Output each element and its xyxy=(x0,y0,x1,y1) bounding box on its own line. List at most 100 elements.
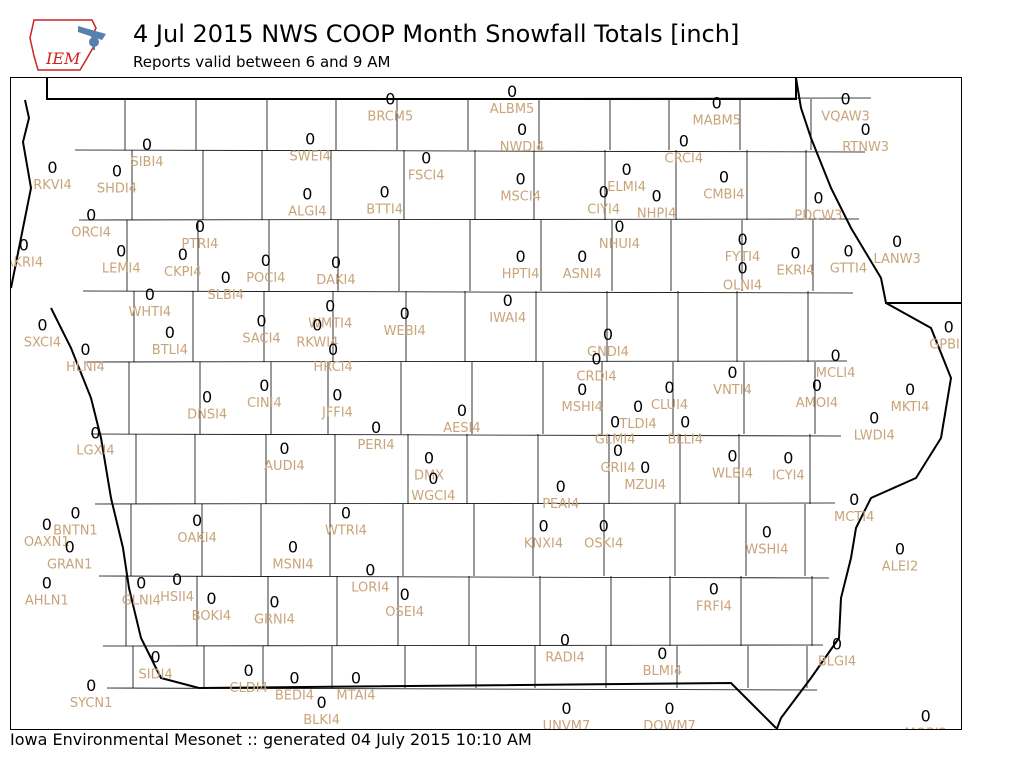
station-id: GPBI2 xyxy=(929,337,962,352)
svg-text:IEM: IEM xyxy=(45,49,81,68)
station-id: HSII4 xyxy=(160,590,194,605)
station-id: CIYI4 xyxy=(587,203,620,218)
station-value: 0 xyxy=(289,669,299,688)
station-id: LEMI4 xyxy=(102,261,141,276)
station-id: SACI4 xyxy=(242,332,280,347)
county-row-line xyxy=(98,575,830,579)
station-value: 0 xyxy=(259,376,269,395)
station-value: 0 xyxy=(921,707,931,726)
station-value: 0 xyxy=(679,131,689,150)
station-id: MSHI4 xyxy=(562,400,603,415)
station-id: BTLI4 xyxy=(152,343,188,358)
station-value: 0 xyxy=(244,661,254,680)
station-value: 0 xyxy=(591,350,601,369)
station-id: HPTI4 xyxy=(502,267,540,282)
station-id: RADI4 xyxy=(545,651,585,666)
station-value: 0 xyxy=(892,232,902,251)
station-value: 0 xyxy=(65,538,75,557)
station-akri4: 0AKRI4 xyxy=(11,236,43,271)
station-id: CRCI4 xyxy=(665,151,704,166)
station-value: 0 xyxy=(849,490,859,509)
station-value: 0 xyxy=(288,538,298,557)
station-id: SIBI4 xyxy=(130,155,163,170)
station-id: RKVI4 xyxy=(33,178,72,193)
map-subtitle: Reports valid between 6 and 9 AM xyxy=(133,53,391,71)
station-id: GRNI4 xyxy=(254,613,295,628)
station-id: POCI4 xyxy=(246,271,285,286)
station-value: 0 xyxy=(328,340,338,359)
station-id: OAKI4 xyxy=(177,531,217,546)
station-value: 0 xyxy=(325,296,335,315)
station-value: 0 xyxy=(652,186,662,205)
station-id: ELMI4 xyxy=(607,180,646,195)
station-value: 0 xyxy=(400,585,410,604)
station-id: DAKI4 xyxy=(316,273,355,288)
station-id: OLNI4 xyxy=(723,279,762,294)
station-id: BTTI4 xyxy=(366,203,403,218)
station-id: OSKI4 xyxy=(584,537,623,552)
station-value: 0 xyxy=(664,378,674,397)
station-id: BRCM5 xyxy=(367,110,413,125)
station-value: 0 xyxy=(640,458,650,477)
station-value: 0 xyxy=(424,448,434,467)
station-id: WHTI4 xyxy=(129,305,172,320)
station-id: PTRI4 xyxy=(182,237,219,252)
station-value: 0 xyxy=(86,676,96,695)
station-value: 0 xyxy=(503,291,513,310)
station-value: 0 xyxy=(790,243,800,262)
county-row-line xyxy=(102,644,824,647)
station-value: 0 xyxy=(47,158,57,177)
station-id: ASNI4 xyxy=(563,267,602,282)
station-value: 0 xyxy=(400,304,410,323)
map-canvas: 0SIBI40BRCM50ALBM50NWDI40SWEI40MABM50VQA… xyxy=(11,78,962,729)
station-id: LGXI4 xyxy=(76,444,114,459)
station-id: NWDI4 xyxy=(500,140,545,155)
station-value: 0 xyxy=(37,315,47,334)
station-id: TLDI4 xyxy=(618,417,656,432)
station-id: SXCI4 xyxy=(24,335,61,350)
station-id: BLGI4 xyxy=(818,654,856,669)
station-value: 0 xyxy=(178,245,188,264)
station-value: 0 xyxy=(613,441,623,460)
station-value: 0 xyxy=(843,241,853,260)
station-id: EKRI4 xyxy=(777,263,815,278)
station-value: 0 xyxy=(90,424,100,443)
station-value: 0 xyxy=(727,446,737,465)
station-id: ICYI4 xyxy=(772,468,805,483)
station-id: SWEI4 xyxy=(289,149,330,164)
station-value: 0 xyxy=(633,397,643,416)
station-value: 0 xyxy=(380,183,390,202)
station-value: 0 xyxy=(365,560,375,579)
station-value: 0 xyxy=(172,570,182,589)
station-id: CMBI4 xyxy=(703,187,744,202)
station-value: 0 xyxy=(457,401,467,420)
